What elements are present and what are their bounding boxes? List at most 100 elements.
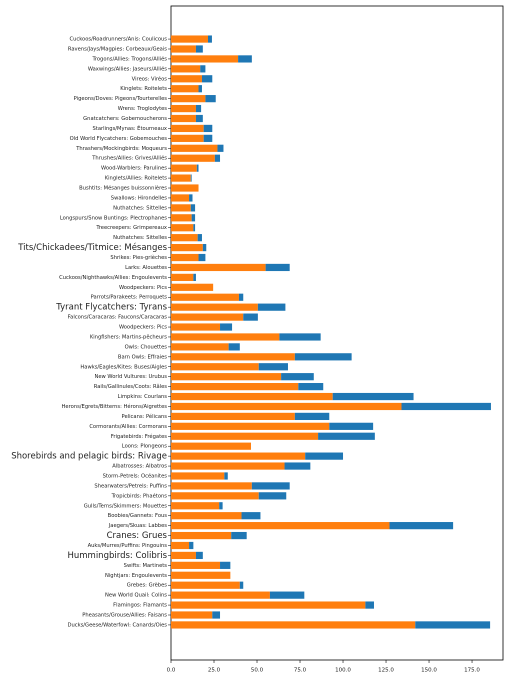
bar-segment <box>189 541 194 550</box>
bar-segment <box>171 293 239 301</box>
bar-segment <box>243 313 258 321</box>
bar-segment <box>171 35 208 43</box>
y-tick-label: Waxwings/Allies: Jaseurs/Alliés <box>88 65 167 72</box>
y-tick-label: Longspurs/Snow Buntings: Plectrophanes <box>60 215 167 221</box>
bar-segment <box>171 283 214 291</box>
bar-segment <box>171 75 202 83</box>
bar-segment <box>171 353 295 361</box>
bar-segment <box>365 601 374 609</box>
y-tick-label: Kingfishers: Martins-pêcheurs <box>90 333 167 340</box>
bar-segment <box>171 363 259 371</box>
bar-segment <box>195 114 203 123</box>
bar-segment <box>171 134 204 142</box>
bar-segment <box>191 214 196 222</box>
bar-segment <box>298 383 324 391</box>
bar-segment <box>171 174 191 182</box>
y-tick-label: Cormorants/Allies: Cormorans <box>89 424 167 430</box>
y-tick-label: Storm-Petrels: Océanites <box>103 472 168 479</box>
bar-segment <box>171 234 198 242</box>
bar-segment <box>171 204 191 212</box>
bar-segment <box>224 472 228 480</box>
y-tick-label: Wrens: Troglodytes <box>118 106 168 112</box>
bar-segment <box>281 373 314 381</box>
x-tick-label: 50.0 <box>251 668 264 674</box>
y-tick-label: New World Vultures: Urubus <box>94 374 167 380</box>
bar-segment <box>171 323 221 331</box>
bar-segment <box>258 492 287 500</box>
bar-segment <box>195 104 202 113</box>
y-tick-label: Albatrosses: Albatros <box>112 464 167 470</box>
bar-segment <box>196 164 199 172</box>
bar-segment <box>198 85 202 93</box>
y-tick-label: Ducks/Geese/Waterfowl: Canards/Oies <box>67 622 167 628</box>
y-tick-label: Loons: Plongeons <box>122 444 168 450</box>
bar-segment <box>171 263 266 272</box>
bar-segment <box>171 343 229 351</box>
bar-segment <box>171 531 232 540</box>
bar-segment <box>269 591 305 599</box>
bar-segment <box>251 482 290 490</box>
bar-segment <box>228 343 240 351</box>
bar-segment <box>214 154 221 162</box>
y-tick-label: Pheasants/Grouse/Allies: Faisans <box>82 613 167 619</box>
bar-segment <box>171 303 258 311</box>
bar-segment <box>171 95 206 103</box>
y-tick-label: Cuckoos/Nighthawks/Allies: Engoulevents <box>59 275 167 281</box>
bar-segment <box>171 442 251 450</box>
y-tick-label: Shearwaters/Petrels: Puffins <box>94 483 167 489</box>
bar-segment <box>171 194 190 202</box>
plot-frame <box>170 5 504 661</box>
y-tick-label: Thrushes/Allies: Grives/Alliés <box>91 155 167 162</box>
bar-segment <box>217 144 224 152</box>
bar-segment <box>171 432 319 440</box>
x-tick-label: 100.0 <box>335 668 351 674</box>
bar-segment <box>171 373 282 381</box>
bar-segment <box>203 124 213 133</box>
bar-segment <box>171 253 199 262</box>
bar-segment <box>195 45 203 53</box>
bar-segment <box>241 512 261 520</box>
bar-segment <box>171 224 194 232</box>
bar-segment <box>329 422 374 430</box>
y-tick-label: Pelicans: Pélicans <box>122 413 168 420</box>
bar-segment <box>190 204 196 212</box>
bar-segment <box>171 522 390 530</box>
y-tick-label: Parrots/Parakeets: Perroquets <box>91 295 168 301</box>
bar-segment <box>189 194 193 202</box>
bar-segment <box>401 402 491 411</box>
y-tick-label: New World Quail: Colins <box>105 593 167 599</box>
y-tick-label: Rails/Gallinules/Coots: Râles <box>94 383 168 390</box>
bar-segment <box>171 85 199 93</box>
y-tick-label: Hummingbirds: Colibris <box>67 551 167 561</box>
bar-segment <box>171 214 192 222</box>
bar-segment <box>389 522 454 530</box>
bar-segment <box>212 611 221 619</box>
bar-segment <box>193 224 196 232</box>
y-tick-label: Treecreepers: Grimpereaux <box>95 225 167 231</box>
y-tick-label: Wood-Warblers: Parulines <box>101 166 167 172</box>
bar-segment <box>171 462 285 470</box>
bar-segment <box>294 412 330 421</box>
y-tick-label: Woodpeckers: Pics <box>119 325 167 331</box>
bar-segment <box>415 621 491 629</box>
y-tick-label: Frigatebirds: Frégates <box>111 433 168 440</box>
bar-segment <box>193 273 196 281</box>
y-tick-label: Shrikes: Pies-grièches <box>110 254 167 261</box>
bar-segment <box>171 591 270 599</box>
bar-segment <box>238 293 244 301</box>
bar-segment <box>171 502 220 510</box>
y-tick-label: Old World Flycatchers: Gobemouches <box>70 136 168 142</box>
y-tick-label: Boobies/Gannets: Fous <box>108 513 168 519</box>
bar-segment <box>171 571 231 579</box>
x-tick-label: 125.0 <box>378 668 394 674</box>
y-tick-label: Trogons/Allies: Trogons/Alliés <box>91 55 167 62</box>
x-tick-label: 25.0 <box>208 668 221 674</box>
y-tick-label: Pigeons/Doves: Pigeons/Tourterelles <box>74 96 168 102</box>
bar-segment <box>171 402 402 411</box>
y-tick-label: Limpkins: Courlans <box>118 394 168 400</box>
bar-segment <box>279 333 321 341</box>
bar-segment <box>171 333 280 341</box>
bar-segment <box>258 363 288 371</box>
x-tick-label: 75.0 <box>294 668 307 674</box>
